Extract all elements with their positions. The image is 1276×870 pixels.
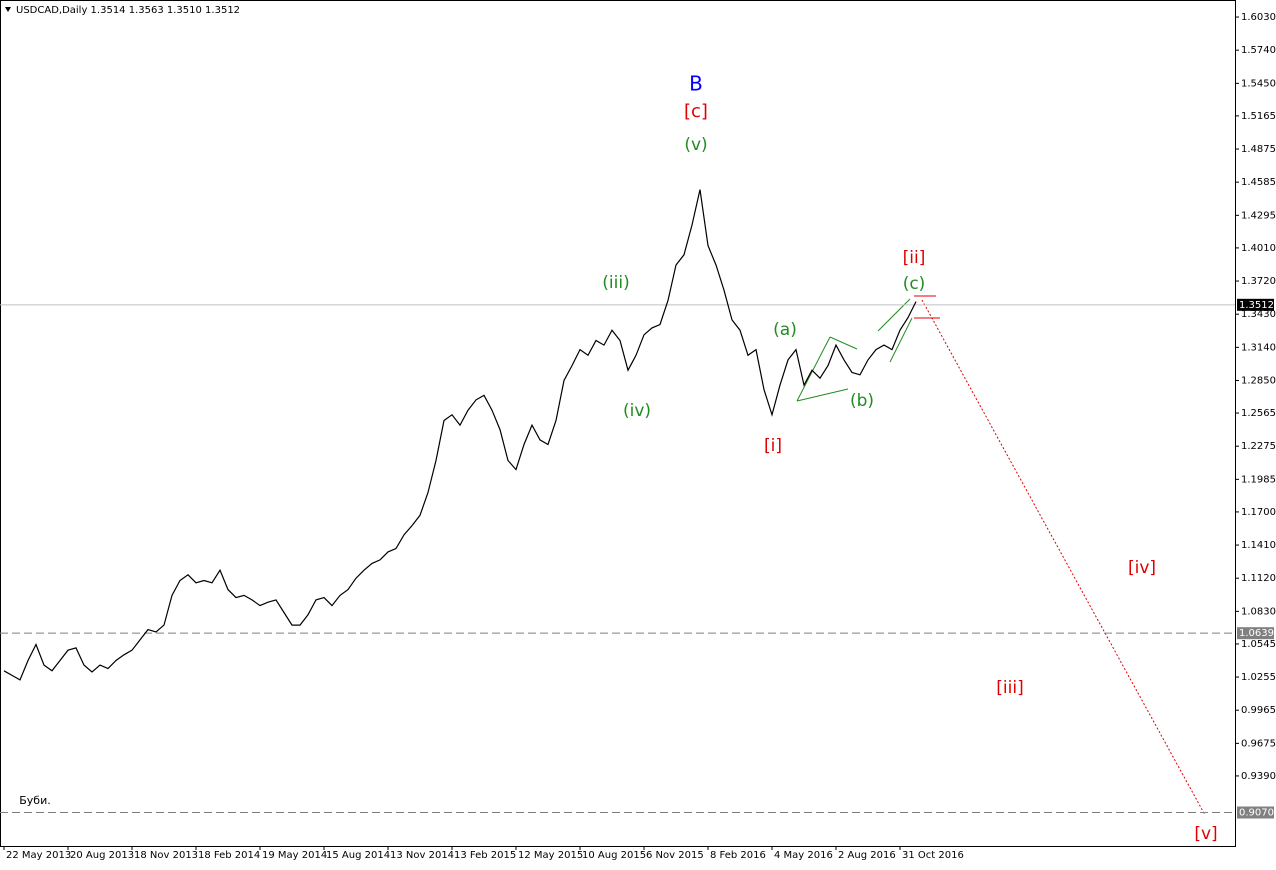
wave-label: (v)	[684, 135, 707, 155]
x-tick-label: 4 May 2016	[774, 850, 833, 861]
y-tick-label: 1.0830	[1241, 606, 1276, 617]
wave-label: (a)	[773, 320, 797, 340]
y-tick-label: 1.5450	[1241, 78, 1276, 89]
x-tick-label: 18 Feb 2014	[198, 850, 260, 861]
y-tick-label: 0.9965	[1241, 705, 1276, 716]
wave-label: [iii]	[996, 678, 1023, 698]
y-tick-label: 1.6030	[1241, 12, 1276, 23]
y-tick-label: 1.2565	[1241, 408, 1276, 419]
chart-title: USDCAD,Daily 1.3514 1.3563 1.3510 1.3512	[16, 5, 240, 16]
x-tick-label: 10 Aug 2015	[582, 850, 646, 861]
wave-line	[889, 317, 913, 363]
level-label: 0.9070	[1239, 808, 1274, 819]
y-tick-label: 1.1700	[1241, 507, 1276, 518]
y-tick-label: 1.3430	[1241, 309, 1276, 320]
level-label-box	[1237, 806, 1274, 819]
y-tick-label: 1.4875	[1241, 144, 1276, 155]
y-tick-label: 1.2275	[1241, 441, 1276, 452]
wave-line	[796, 336, 831, 402]
y-tick-label: 1.5165	[1241, 111, 1276, 122]
level-label: 1.3512	[1239, 300, 1274, 311]
x-tick-label: 13 Nov 2014	[390, 850, 454, 861]
y-tick-label: 0.9675	[1241, 738, 1276, 749]
y-tick-label: 1.1985	[1241, 474, 1276, 485]
wave-label: (b)	[850, 391, 874, 411]
level-label: 1.0639	[1239, 628, 1274, 639]
wave-label: [c]	[684, 101, 708, 122]
wave-label: Буби.	[19, 794, 51, 807]
y-tick-label: 1.4585	[1241, 177, 1276, 188]
wave-label: [iv]	[1128, 558, 1156, 578]
x-tick-label: 19 May 2014	[262, 850, 327, 861]
y-tick-label: 1.1120	[1241, 573, 1276, 584]
level-label-box	[1237, 627, 1274, 640]
price-line	[3, 189, 917, 681]
y-tick-label: 1.3140	[1241, 342, 1276, 353]
x-tick-label: 18 Nov 2013	[134, 850, 198, 861]
menu-arrow	[5, 7, 11, 12]
wave-label: [ii]	[903, 248, 926, 268]
x-tick-label: 13 Feb 2015	[454, 850, 516, 861]
wave-label: (c)	[903, 274, 926, 294]
x-tick-label: 22 May 2013	[6, 850, 71, 861]
y-tick-label: 1.0255	[1241, 672, 1276, 683]
x-tick-label: 31 Oct 2016	[902, 850, 964, 861]
x-tick-label: 15 Aug 2014	[326, 850, 390, 861]
wave-label: [v]	[1194, 824, 1217, 844]
x-tick-label: 20 Aug 2013	[70, 850, 134, 861]
wave-line	[796, 388, 849, 402]
y-tick-label: 0.9390	[1241, 771, 1276, 782]
y-tick-label: 1.4010	[1241, 243, 1276, 254]
forecast-line	[921, 299, 1206, 816]
y-tick-label: 1.1410	[1241, 540, 1276, 551]
y-tick-label: 1.4295	[1241, 210, 1276, 221]
y-tick-label: 1.5740	[1241, 45, 1276, 56]
wave-label: (iii)	[602, 273, 629, 293]
wave-label: (iv)	[623, 401, 651, 421]
x-tick-label: 8 Feb 2016	[710, 850, 766, 861]
wave-lines	[796, 298, 913, 402]
wave-line	[829, 336, 858, 350]
x-tick-label: 2 Aug 2016	[838, 850, 896, 861]
level-label-box	[1237, 298, 1274, 311]
x-tick-label: 12 May 2015	[518, 850, 583, 861]
plot-frame	[0, 0, 1236, 847]
y-tick-label: 1.3720	[1241, 276, 1276, 287]
x-tick-label: 6 Nov 2015	[646, 850, 704, 861]
y-tick-label: 1.0545	[1241, 639, 1276, 650]
wave-label: [i]	[764, 436, 782, 456]
wave-label: B	[689, 72, 703, 96]
y-tick-label: 1.2850	[1241, 375, 1276, 386]
